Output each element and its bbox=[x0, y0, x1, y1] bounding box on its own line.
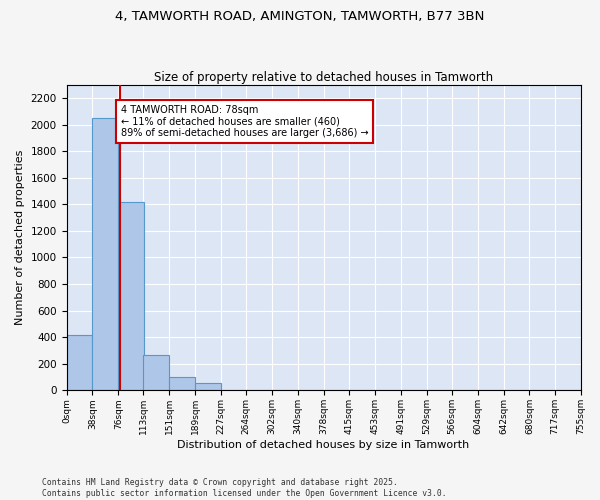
Bar bbox=[67, 334, 92, 390]
Bar bbox=[92, 118, 118, 390]
Bar bbox=[195, 383, 221, 390]
Bar bbox=[143, 354, 169, 390]
Title: Size of property relative to detached houses in Tamworth: Size of property relative to detached ho… bbox=[154, 70, 493, 84]
X-axis label: Distribution of detached houses by size in Tamworth: Distribution of detached houses by size … bbox=[178, 440, 470, 450]
Text: 4 TAMWORTH ROAD: 78sqm
← 11% of detached houses are smaller (460)
89% of semi-de: 4 TAMWORTH ROAD: 78sqm ← 11% of detached… bbox=[121, 104, 368, 138]
Bar bbox=[118, 202, 144, 390]
Bar bbox=[169, 377, 195, 390]
Y-axis label: Number of detached properties: Number of detached properties bbox=[15, 150, 25, 325]
Text: 4, TAMWORTH ROAD, AMINGTON, TAMWORTH, B77 3BN: 4, TAMWORTH ROAD, AMINGTON, TAMWORTH, B7… bbox=[115, 10, 485, 23]
Text: Contains HM Land Registry data © Crown copyright and database right 2025.
Contai: Contains HM Land Registry data © Crown c… bbox=[42, 478, 446, 498]
